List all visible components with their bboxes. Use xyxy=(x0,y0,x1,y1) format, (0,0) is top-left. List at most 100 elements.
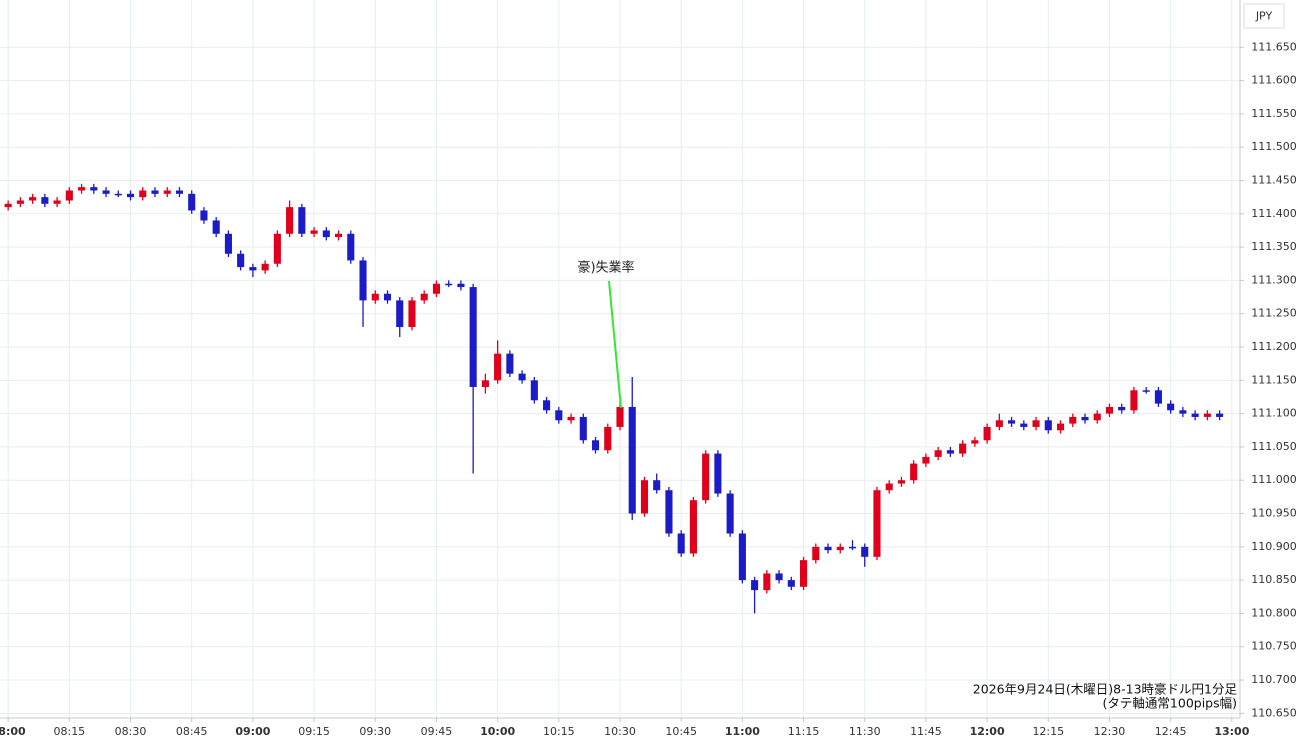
candle-body xyxy=(665,490,673,534)
y-tick-label: 111.450 xyxy=(1251,173,1297,186)
candle-body xyxy=(432,283,440,294)
x-tick-label: 08:45 xyxy=(176,725,208,738)
candle-body xyxy=(188,193,196,211)
candle-body xyxy=(787,580,795,587)
y-tick-label: 111.250 xyxy=(1251,307,1297,320)
x-tick-label: 11:30 xyxy=(849,725,881,738)
candle-body xyxy=(1167,403,1175,411)
x-tick-label: 10:00 xyxy=(480,725,515,738)
candle-body xyxy=(65,190,73,201)
candle-body xyxy=(763,573,771,591)
candle-body xyxy=(848,546,857,549)
grid xyxy=(0,0,1240,718)
candle-body xyxy=(543,400,551,411)
candle-body xyxy=(1216,413,1224,417)
candle-body xyxy=(591,440,600,451)
candle-body xyxy=(102,190,110,194)
candle-body xyxy=(959,443,967,454)
x-tick-label: 08:30 xyxy=(115,725,147,738)
candle-body xyxy=(910,463,918,481)
candle-body xyxy=(628,406,636,514)
y-tick-label: 110.650 xyxy=(1251,706,1297,719)
candle-body xyxy=(237,253,245,268)
candle-body xyxy=(151,190,159,194)
candle-body xyxy=(224,233,232,254)
x-tick-label: 08:00 xyxy=(0,725,26,738)
candle-body xyxy=(1093,413,1101,421)
candle-body xyxy=(335,233,343,238)
candle-body xyxy=(934,450,942,457)
candle-body xyxy=(175,190,184,194)
candle-body xyxy=(396,300,404,328)
candle-body xyxy=(200,210,208,221)
y-tick-label: 111.400 xyxy=(1251,207,1297,220)
candle-body xyxy=(897,480,905,484)
candle-body xyxy=(163,190,171,194)
x-tick-label: 11:15 xyxy=(788,725,820,738)
x-tick-label: 09:15 xyxy=(298,725,330,738)
candle-body xyxy=(445,283,453,286)
candle-body xyxy=(78,187,86,191)
x-tick-label: 10:15 xyxy=(543,725,575,738)
x-tick-label: 08:15 xyxy=(53,725,85,738)
candle-body xyxy=(861,546,869,557)
candle-body xyxy=(775,573,783,581)
candle-body xyxy=(836,546,844,551)
candle-body xyxy=(714,453,722,494)
candle-body xyxy=(4,203,12,208)
candle-body xyxy=(359,260,367,301)
candle-body xyxy=(922,456,930,464)
candle-body xyxy=(90,187,98,191)
candle-body xyxy=(139,190,147,198)
candle-body xyxy=(298,207,306,234)
candle-body xyxy=(408,300,416,328)
candle-body xyxy=(506,353,514,374)
x-tick-label: 09:00 xyxy=(235,725,270,738)
candle-body xyxy=(261,263,269,271)
candle-body xyxy=(53,200,61,204)
candle-body xyxy=(726,493,734,534)
candle-body xyxy=(800,560,808,587)
candles xyxy=(4,183,1224,614)
candle-body xyxy=(995,420,1003,427)
caption: (タテ軸通常100pips幅) xyxy=(1103,696,1237,711)
candle-body xyxy=(824,546,832,551)
candle-body xyxy=(1203,413,1211,417)
candle-body xyxy=(983,426,991,441)
candle-body xyxy=(579,416,587,441)
y-tick-label: 110.950 xyxy=(1251,507,1297,520)
x-tick-label: 09:45 xyxy=(421,725,453,738)
candle-body xyxy=(1105,406,1114,414)
y-tick-label: 111.650 xyxy=(1251,40,1297,53)
candle-body xyxy=(604,426,612,451)
candle-body xyxy=(469,287,477,387)
y-tick-label: 110.800 xyxy=(1251,606,1297,619)
x-tick-label: 11:45 xyxy=(910,725,942,738)
candle-body xyxy=(1008,420,1016,424)
y-tick-label: 111.300 xyxy=(1251,273,1297,286)
candle-body xyxy=(1044,420,1052,431)
candle-body xyxy=(702,453,710,501)
candle-body xyxy=(567,416,575,421)
x-tick-label: 09:30 xyxy=(359,725,391,738)
y-tick-label: 111.550 xyxy=(1251,107,1297,120)
candle-body xyxy=(383,293,392,301)
y-tick-label: 110.850 xyxy=(1251,573,1297,586)
x-tick-label: 11:00 xyxy=(725,725,760,738)
candle-body xyxy=(126,193,135,198)
candle-body xyxy=(555,410,563,421)
candle-body xyxy=(873,490,881,557)
annotation-line xyxy=(608,280,622,409)
candle-body xyxy=(640,480,649,514)
x-tick-label: 12:00 xyxy=(970,725,1005,738)
x-tick-label: 13:00 xyxy=(1214,725,1249,738)
candle-body xyxy=(738,533,746,581)
candle-body xyxy=(653,480,661,491)
candle-body xyxy=(1130,390,1138,411)
candle-body xyxy=(1069,416,1077,424)
candle-body xyxy=(494,353,502,381)
candle-body xyxy=(286,207,294,234)
candle-body xyxy=(518,373,526,381)
candle-body xyxy=(677,533,685,554)
